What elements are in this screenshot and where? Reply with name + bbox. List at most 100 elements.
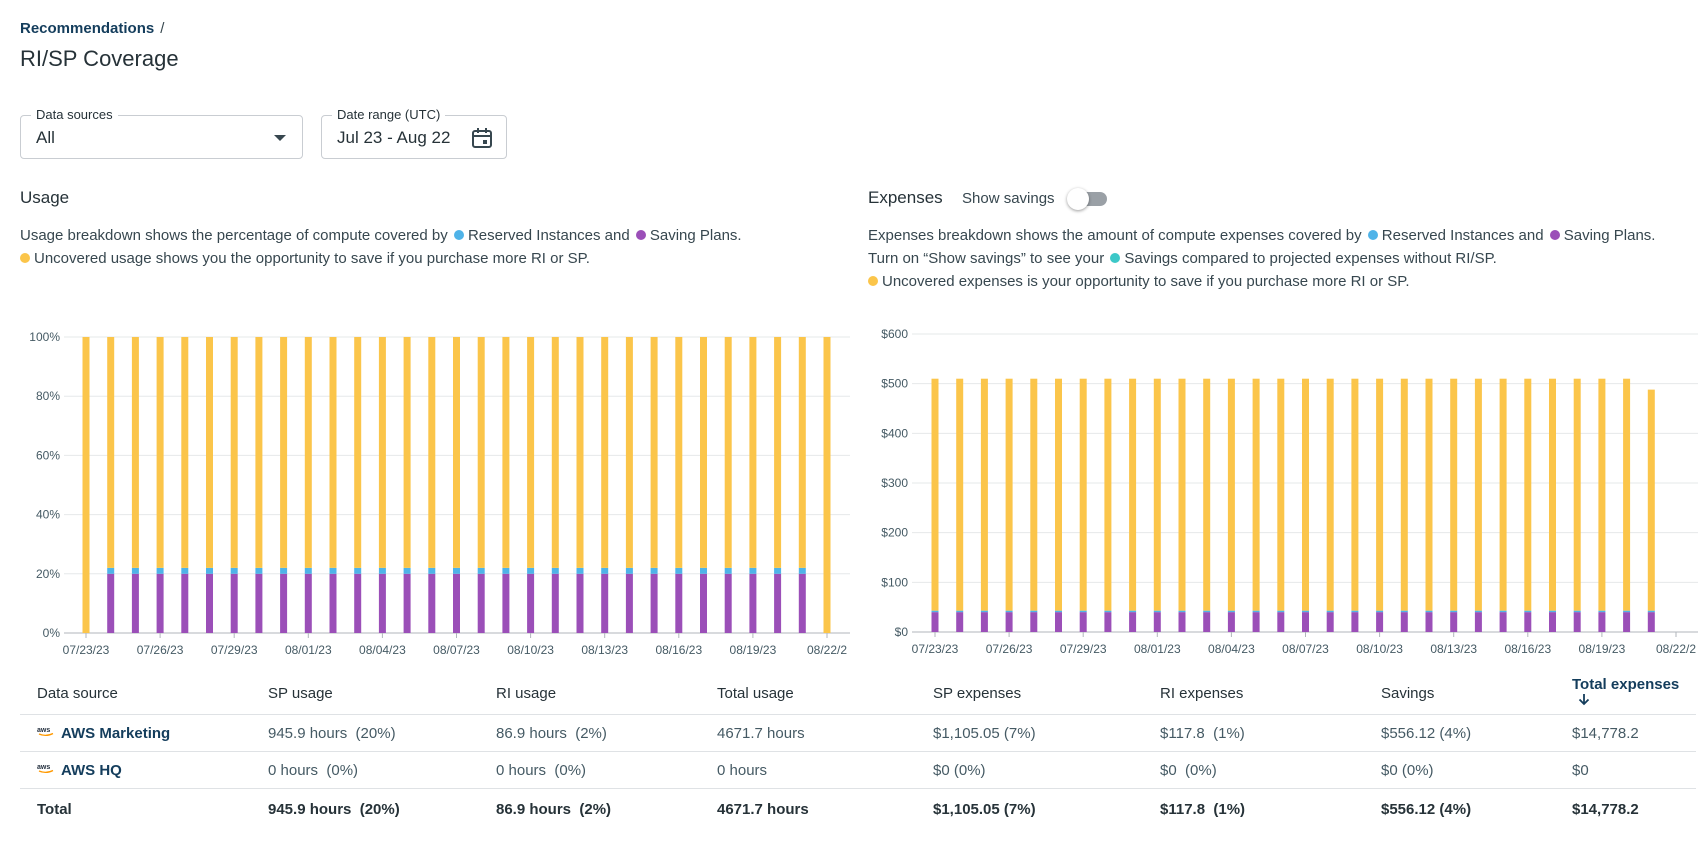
- bar-segment[interactable]: [956, 378, 964, 611]
- bar-segment[interactable]: [502, 567, 510, 574]
- data-source-link[interactable]: AWS HQ: [61, 761, 122, 779]
- bar-segment[interactable]: [453, 337, 460, 568]
- bar-segment[interactable]: [206, 573, 213, 633]
- bar-segment[interactable]: [551, 567, 559, 574]
- bar-segment[interactable]: [1178, 612, 1186, 632]
- bar-segment[interactable]: [551, 337, 559, 568]
- bar-segment[interactable]: [1425, 612, 1433, 632]
- bar-segment[interactable]: [230, 337, 238, 568]
- bar-segment[interactable]: [403, 337, 411, 568]
- bar-segment[interactable]: [131, 567, 139, 574]
- bar-segment[interactable]: [1351, 612, 1359, 632]
- bar-segment[interactable]: [601, 573, 609, 633]
- bar-segment[interactable]: [1178, 378, 1186, 611]
- col-ri-expenses[interactable]: RI expenses: [1143, 672, 1364, 715]
- bar-segment[interactable]: [428, 567, 436, 574]
- bar-segment[interactable]: [1573, 378, 1581, 611]
- bar-segment[interactable]: [675, 573, 683, 633]
- bar-segment[interactable]: [1129, 610, 1137, 613]
- bar-segment[interactable]: [625, 567, 633, 574]
- bar-segment[interactable]: [1376, 612, 1384, 632]
- bar-segment[interactable]: [1104, 612, 1112, 632]
- bar-segment[interactable]: [823, 337, 831, 633]
- bar-segment[interactable]: [774, 337, 782, 568]
- bar-segment[interactable]: [1376, 610, 1384, 613]
- bar-segment[interactable]: [181, 573, 189, 633]
- bar-segment[interactable]: [1598, 378, 1606, 611]
- bar-segment[interactable]: [1129, 378, 1137, 611]
- bar-segment[interactable]: [428, 573, 436, 633]
- bar-segment[interactable]: [280, 573, 288, 633]
- bar-segment[interactable]: [1030, 610, 1038, 613]
- calendar-icon[interactable]: [470, 126, 494, 150]
- bar-segment[interactable]: [527, 573, 535, 633]
- bar-segment[interactable]: [1623, 612, 1631, 632]
- bar-segment[interactable]: [956, 610, 964, 613]
- bar-segment[interactable]: [1055, 378, 1062, 611]
- bar-segment[interactable]: [1326, 610, 1334, 613]
- bar-segment[interactable]: [1623, 378, 1631, 611]
- bar-segment[interactable]: [403, 573, 411, 633]
- bar-segment[interactable]: [354, 567, 362, 574]
- bar-segment[interactable]: [131, 573, 139, 633]
- bar-segment[interactable]: [329, 573, 337, 633]
- data-source-link[interactable]: AWS Marketing: [61, 724, 171, 742]
- bar-segment[interactable]: [1450, 610, 1458, 613]
- bar-segment[interactable]: [1203, 612, 1211, 632]
- bar-segment[interactable]: [1079, 610, 1087, 613]
- bar-segment[interactable]: [1005, 378, 1013, 611]
- bar-segment[interactable]: [1598, 612, 1606, 632]
- bar-segment[interactable]: [798, 573, 806, 633]
- bar-segment[interactable]: [1400, 610, 1408, 613]
- bar-segment[interactable]: [1351, 378, 1359, 611]
- bar-segment[interactable]: [1549, 610, 1556, 613]
- bar-segment[interactable]: [1573, 612, 1581, 632]
- bar-segment[interactable]: [1005, 612, 1013, 632]
- bar-segment[interactable]: [329, 567, 337, 574]
- bar-segment[interactable]: [749, 573, 757, 633]
- bar-segment[interactable]: [749, 337, 757, 568]
- bar-segment[interactable]: [527, 337, 535, 568]
- bar-segment[interactable]: [980, 378, 988, 611]
- show-savings-toggle[interactable]: [1067, 188, 1109, 210]
- bar-segment[interactable]: [1203, 378, 1211, 611]
- bar-segment[interactable]: [1104, 378, 1112, 611]
- bar-segment[interactable]: [1252, 612, 1260, 632]
- bar-segment[interactable]: [551, 573, 559, 633]
- bar-segment[interactable]: [230, 573, 238, 633]
- bar-segment[interactable]: [1474, 378, 1482, 611]
- bar-segment[interactable]: [304, 573, 312, 633]
- bar-segment[interactable]: [1129, 612, 1137, 632]
- bar-segment[interactable]: [1425, 378, 1433, 611]
- bar-segment[interactable]: [428, 337, 436, 568]
- bar-segment[interactable]: [255, 567, 263, 574]
- bar-segment[interactable]: [1499, 612, 1507, 632]
- col-data-source[interactable]: Data source: [20, 672, 251, 715]
- bar-segment[interactable]: [798, 567, 806, 574]
- bar-segment[interactable]: [601, 567, 609, 574]
- bar-segment[interactable]: [1326, 612, 1334, 632]
- bar-segment[interactable]: [1351, 610, 1359, 613]
- bar-segment[interactable]: [206, 567, 213, 574]
- bar-segment[interactable]: [230, 567, 238, 574]
- bar-segment[interactable]: [675, 337, 683, 568]
- bar-segment[interactable]: [1647, 610, 1655, 613]
- bar-segment[interactable]: [354, 337, 362, 568]
- bar-segment[interactable]: [502, 573, 510, 633]
- bar-segment[interactable]: [1227, 612, 1235, 632]
- bar-segment[interactable]: [980, 612, 988, 632]
- bar-segment[interactable]: [1104, 610, 1112, 613]
- bar-segment[interactable]: [650, 567, 658, 574]
- bar-segment[interactable]: [1524, 378, 1532, 611]
- bar-segment[interactable]: [1030, 612, 1038, 632]
- bar-segment[interactable]: [1623, 610, 1631, 613]
- bar-segment[interactable]: [625, 573, 633, 633]
- bar-segment[interactable]: [1005, 610, 1013, 613]
- bar-segment[interactable]: [1474, 610, 1482, 613]
- bar-segment[interactable]: [1030, 378, 1038, 611]
- bar-segment[interactable]: [280, 337, 288, 568]
- bar-segment[interactable]: [1425, 610, 1433, 613]
- bar-segment[interactable]: [527, 567, 535, 574]
- bar-segment[interactable]: [378, 337, 386, 568]
- bar-segment[interactable]: [1203, 610, 1211, 613]
